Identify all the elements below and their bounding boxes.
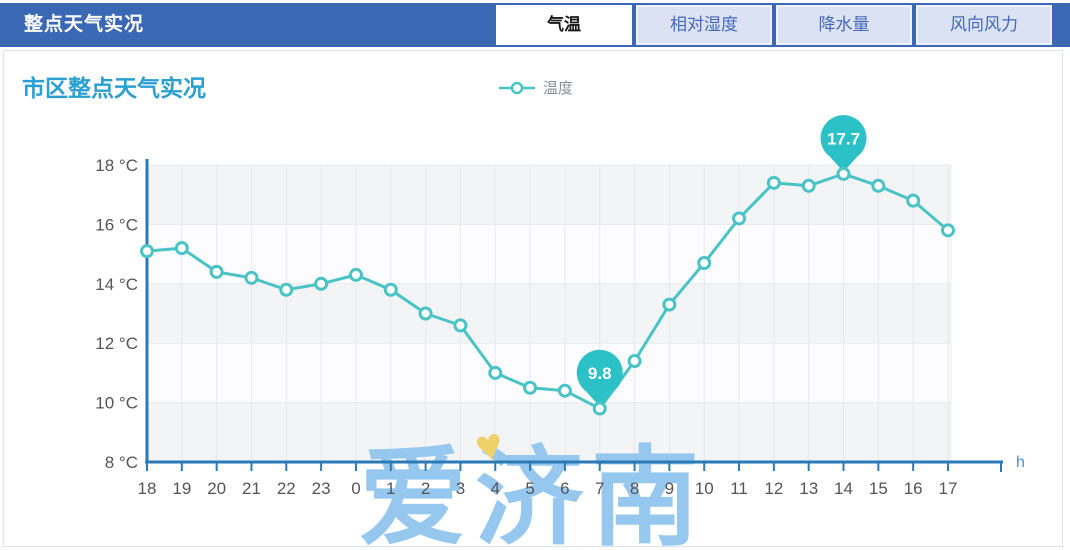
data-point-12[interactable]	[766, 175, 781, 190]
data-point-2[interactable]	[418, 306, 433, 321]
data-point-20[interactable]	[209, 264, 224, 279]
data-point-7[interactable]	[592, 401, 607, 416]
data-point-21[interactable]	[244, 270, 259, 285]
data-point-4[interactable]	[488, 365, 503, 380]
data-point-15[interactable]	[871, 178, 886, 193]
data-point-17[interactable]	[941, 223, 955, 238]
tab-precipitation[interactable]: 降水量	[776, 5, 912, 45]
data-point-14[interactable]	[836, 166, 851, 181]
chart-title: 市区整点天气实况	[22, 75, 206, 101]
header-bar: 整点天气实况 气温 相对湿度 降水量 风向风力	[0, 3, 1070, 47]
page-title: 整点天气实况	[24, 14, 145, 35]
data-point-19[interactable]	[174, 241, 189, 256]
temperature-legend-marker-icon	[499, 81, 535, 94]
data-point-0[interactable]	[348, 267, 363, 282]
data-point-18[interactable]	[140, 244, 154, 259]
data-point-10[interactable]	[697, 256, 712, 271]
data-point-13[interactable]	[801, 178, 816, 193]
legend-label: 温度	[543, 80, 574, 97]
data-point-22[interactable]	[279, 282, 294, 297]
data-point-11[interactable]	[732, 211, 747, 226]
tab-bar: 气温 相对湿度 降水量 风向风力	[496, 5, 1052, 45]
legend-temperature[interactable]: 温度	[498, 77, 573, 98]
data-point-1[interactable]	[383, 282, 398, 297]
data-point-23[interactable]	[314, 276, 329, 291]
data-point-5[interactable]	[523, 380, 538, 395]
tab-humidity[interactable]: 相对湿度	[636, 5, 772, 45]
tab-wind[interactable]: 风向风力	[916, 5, 1052, 45]
chart-card: 市区整点天气实况 温度	[3, 50, 1063, 547]
data-point-16[interactable]	[906, 193, 921, 208]
data-point-6[interactable]	[557, 383, 572, 398]
data-point-3[interactable]	[453, 318, 468, 333]
data-point-8[interactable]	[627, 354, 642, 369]
tab-temperature[interactable]: 气温	[496, 5, 632, 45]
data-point-9[interactable]	[662, 297, 677, 312]
